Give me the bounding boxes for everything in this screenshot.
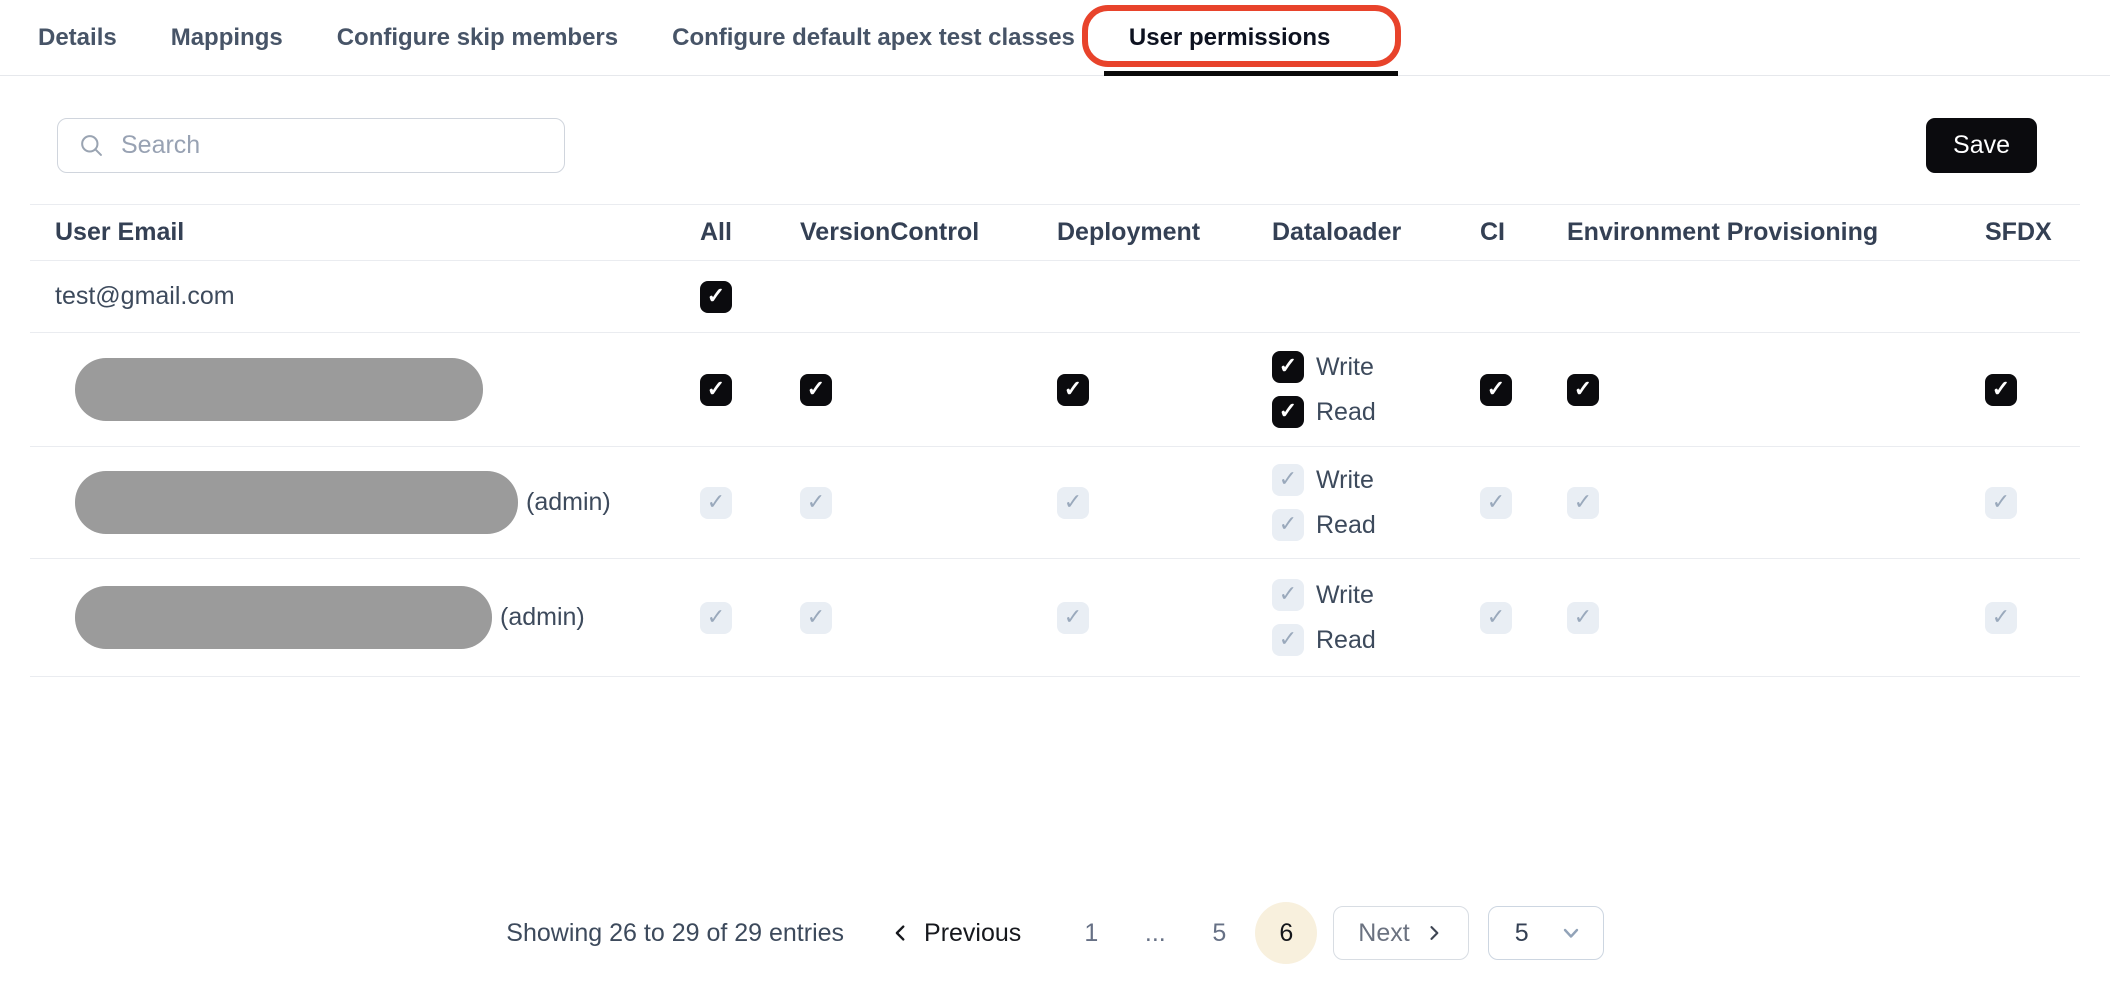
tab-configure-skip-members[interactable]: Configure skip members	[336, 23, 619, 51]
next-label: Next	[1358, 918, 1410, 947]
save-button[interactable]: Save	[1926, 117, 2037, 173]
tab-configure-default-apex-test-classes[interactable]: Configure default apex test classes	[672, 23, 1075, 51]
dataloader-write-label: Write	[1316, 352, 1374, 381]
search-box[interactable]	[57, 117, 565, 173]
tab-mappings[interactable]: Mappings	[170, 23, 283, 51]
column-header-ci: CI	[1480, 218, 1505, 246]
entries-summary: Showing 26 to 29 of 29 entries	[506, 918, 845, 947]
redacted-email	[75, 358, 483, 421]
tab-user-permissions[interactable]: User permissions	[1081, 0, 1402, 76]
checkbox-dataloader-write-disabled	[1272, 464, 1304, 496]
active-tab-underline	[1103, 71, 1399, 76]
checkbox-sfdx[interactable]	[1985, 373, 2017, 406]
pagination-page-active[interactable]: 6	[1255, 902, 1318, 964]
chevron-right-icon	[1430, 926, 1439, 940]
checkbox-dataloader-write[interactable]	[1272, 351, 1304, 383]
tab-bar: Details Mappings Configure skip members …	[0, 0, 2110, 76]
column-header-deployment: Deployment	[1057, 218, 1201, 246]
checkbox-deployment-disabled	[1057, 486, 1089, 519]
table-row: (admin) Write Read	[30, 559, 2080, 677]
user-permissions-table: User Email All VersionControl Deployment…	[30, 204, 2080, 677]
search-icon	[81, 134, 102, 156]
checkbox-all[interactable]	[700, 373, 732, 406]
pagination-ellipsis: ...	[1144, 918, 1166, 947]
checkbox-ci-disabled	[1480, 486, 1512, 519]
checkbox-environment-provisioning[interactable]	[1567, 373, 1599, 406]
column-header-dataloader: Dataloader	[1272, 218, 1402, 246]
checkbox-all-disabled	[700, 486, 732, 519]
pagination-bar: Showing 26 to 29 of 29 entries Previous …	[0, 902, 2110, 964]
table-header-row: User Email All VersionControl Deployment…	[30, 204, 2080, 261]
column-header-user-email: User Email	[55, 218, 185, 246]
previous-button[interactable]: Previous	[890, 919, 1021, 948]
toolbar: Save	[57, 117, 2037, 173]
checkbox-deployment-disabled	[1057, 601, 1089, 634]
next-button[interactable]: Next	[1333, 906, 1469, 960]
page-size-select[interactable]: 5	[1487, 906, 1604, 960]
tab-details[interactable]: Details	[38, 23, 117, 51]
tab-user-permissions-label: User permissions	[1128, 23, 1331, 51]
dataloader-write-label: Write	[1316, 465, 1374, 494]
search-input[interactable]	[121, 130, 521, 160]
checkbox-deployment[interactable]	[1057, 373, 1089, 406]
checkbox-sfdx-disabled	[1985, 486, 2017, 519]
dataloader-read-label: Read	[1316, 397, 1376, 426]
table-row: test@gmail.com	[30, 261, 2080, 333]
checkbox-environment-provisioning-disabled	[1567, 486, 1599, 519]
user-email-text: test@gmail.com	[55, 282, 235, 310]
redacted-email	[75, 586, 492, 649]
column-header-environment-provisioning: Environment Provisioning	[1567, 218, 1879, 246]
checkbox-versioncontrol-disabled	[800, 486, 832, 519]
page-list: 1 ... 5 6	[1063, 902, 1318, 964]
chevron-down-icon	[1563, 928, 1578, 938]
table-row: (admin) Write Read	[30, 447, 2080, 559]
checkbox-dataloader-read-disabled	[1272, 624, 1304, 656]
column-header-sfdx: SFDX	[1985, 218, 2052, 246]
checkbox-all-disabled	[700, 601, 732, 634]
checkbox-ci-disabled	[1480, 601, 1512, 634]
table-row: Write Read	[30, 333, 2080, 447]
dataloader-read-label: Read	[1316, 625, 1376, 654]
column-header-all: All	[700, 218, 732, 246]
column-header-versioncontrol: VersionControl	[800, 218, 980, 246]
checkbox-dataloader-read-disabled	[1272, 509, 1304, 541]
pagination-page[interactable]: 5	[1212, 918, 1227, 947]
admin-label: (admin)	[500, 603, 585, 631]
admin-label: (admin)	[526, 488, 611, 516]
pagination-page[interactable]: 1	[1084, 918, 1099, 947]
redacted-email	[75, 471, 518, 534]
checkbox-environment-provisioning-disabled	[1567, 601, 1599, 634]
checkbox-dataloader-write-disabled	[1272, 579, 1304, 611]
checkbox-versioncontrol-disabled	[800, 601, 832, 634]
checkbox-versioncontrol[interactable]	[800, 373, 832, 406]
chevron-left-icon	[895, 925, 905, 941]
previous-label: Previous	[924, 918, 1022, 947]
checkbox-dataloader-read[interactable]	[1272, 396, 1304, 428]
checkbox-sfdx-disabled	[1985, 601, 2017, 634]
dataloader-write-label: Write	[1316, 580, 1374, 609]
dataloader-read-label: Read	[1316, 510, 1376, 539]
page-size-value: 5	[1514, 918, 1529, 947]
checkbox-ci[interactable]	[1480, 373, 1512, 406]
checkbox-all[interactable]	[700, 280, 732, 313]
